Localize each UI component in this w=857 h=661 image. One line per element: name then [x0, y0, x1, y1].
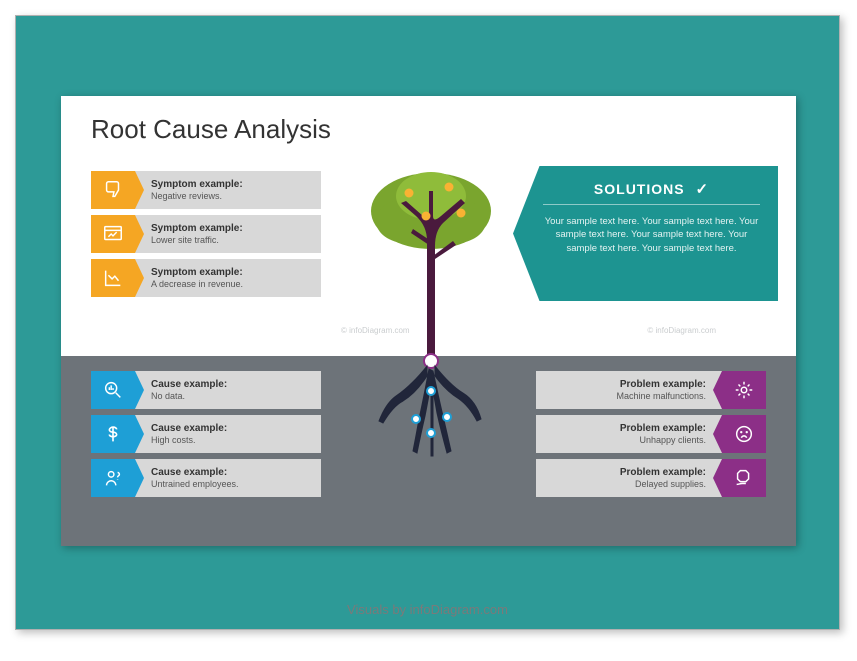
- problem-row: Problem example: Unhappy clients.: [536, 415, 766, 453]
- symptom-row: Symptom example: Negative reviews.: [91, 171, 321, 209]
- thumbs-down-icon: [91, 171, 135, 209]
- gear-broken-icon: [722, 371, 766, 409]
- problem-text: Problem example: Unhappy clients.: [536, 415, 722, 453]
- person-question-icon: [91, 459, 135, 497]
- problem-text: Problem example: Machine malfunctions.: [536, 371, 722, 409]
- problem-row: Problem example: Delayed supplies.: [536, 459, 766, 497]
- symptom-text: Symptom example: Negative reviews.: [135, 171, 321, 209]
- solutions-body: Your sample text here. Your sample text …: [543, 215, 760, 255]
- frame: Root Cause Analysis Symptom example: Neg…: [15, 15, 840, 630]
- symptom-row: Symptom example: Lower site traffic.: [91, 215, 321, 253]
- solutions-panel: SOLUTIONS ✓ Your sample text here. Your …: [513, 166, 778, 301]
- cause-text: Cause example: Untrained employees.: [135, 459, 321, 497]
- chart-down-icon: [91, 259, 135, 297]
- browser-down-icon: [91, 215, 135, 253]
- footer-credit: Visuals by infoDiagram.com: [16, 602, 839, 617]
- symptom-row: Symptom example: A decrease in revenue.: [91, 259, 321, 297]
- watermark: © infoDiagram.com: [647, 326, 716, 335]
- slide: Root Cause Analysis Symptom example: Neg…: [61, 96, 796, 546]
- cause-text: Cause example: High costs.: [135, 415, 321, 453]
- causes-group: Cause example: No data. Cause example: H…: [91, 371, 321, 503]
- problem-text: Problem example: Delayed supplies.: [536, 459, 722, 497]
- sad-face-icon: [722, 415, 766, 453]
- cause-row: Cause example: Untrained employees.: [91, 459, 321, 497]
- cause-text: Cause example: No data.: [135, 371, 321, 409]
- problems-group: Problem example: Machine malfunctions. P…: [536, 371, 766, 503]
- check-icon: ✓: [695, 181, 709, 198]
- problem-row: Problem example: Machine malfunctions.: [536, 371, 766, 409]
- dollar-icon: [91, 415, 135, 453]
- symptom-text: Symptom example: Lower site traffic.: [135, 215, 321, 253]
- magnifier-chart-icon: [91, 371, 135, 409]
- solutions-title: SOLUTIONS ✓: [543, 180, 760, 205]
- cause-row: Cause example: High costs.: [91, 415, 321, 453]
- cause-row: Cause example: No data.: [91, 371, 321, 409]
- page-title: Root Cause Analysis: [91, 114, 331, 145]
- symptom-text: Symptom example: A decrease in revenue.: [135, 259, 321, 297]
- watermark: © infoDiagram.com: [341, 326, 410, 335]
- box-hand-icon: [722, 459, 766, 497]
- symptoms-group: Symptom example: Negative reviews. Sympt…: [91, 171, 321, 303]
